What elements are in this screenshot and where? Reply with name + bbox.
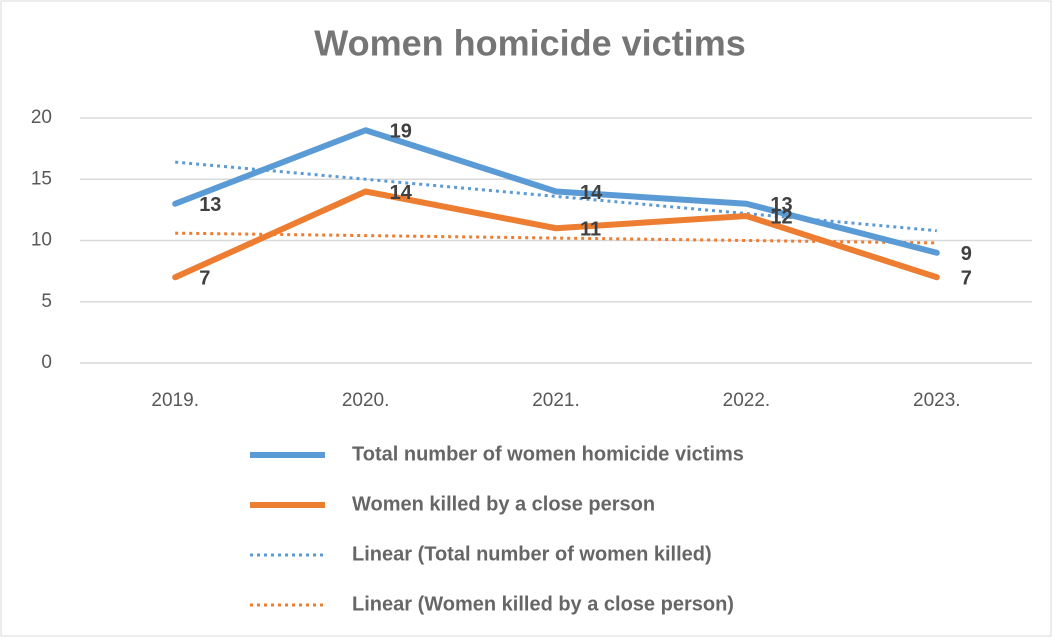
y-tick-label: 0 (41, 352, 52, 373)
y-tick-label: 10 (31, 230, 52, 251)
data-label: 13 (199, 194, 221, 216)
data-label: 11 (580, 219, 601, 241)
data-label: 9 (961, 243, 972, 265)
data-label: 13 (770, 194, 792, 216)
x-tick-label: 2019. (151, 390, 199, 411)
legend-label: Total number of women homicide victims (352, 443, 744, 465)
line (172, 127, 940, 256)
chart-title: Women homicide victims (314, 23, 745, 64)
data-label: 7 (961, 268, 972, 290)
data-label: 7 (199, 268, 210, 290)
legend-label: Linear (Total number of women killed) (352, 543, 712, 565)
y-tick-label: 20 (31, 107, 52, 128)
y-tick-label: 5 (41, 291, 52, 312)
x-tick-label: 2023. (913, 390, 961, 411)
data-label: 14 (580, 182, 603, 204)
legend-label: Women killed by a close person (352, 493, 655, 515)
data-label: 14 (390, 182, 413, 204)
x-tick-label: 2021. (532, 390, 580, 411)
line (172, 188, 940, 281)
x-tick-label: 2022. (723, 390, 771, 411)
legend-label: Linear (Women killed by a close person) (352, 593, 734, 615)
y-tick-label: 15 (31, 168, 52, 189)
data-label: 12 (770, 206, 792, 228)
data-label: 19 (390, 121, 412, 143)
x-tick-label: 2020. (342, 390, 390, 411)
trend-line (175, 231, 937, 245)
